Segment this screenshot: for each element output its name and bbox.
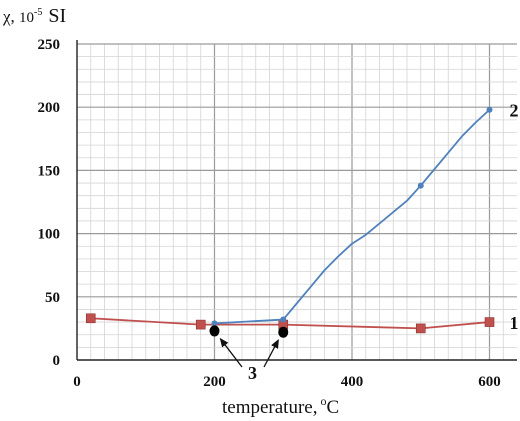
- y-tick-label: 200: [38, 100, 61, 116]
- data-point-series-1: [195, 319, 206, 330]
- y-axis-label: χ, 10-5 SI: [2, 5, 66, 27]
- data-point-series-2: [486, 106, 493, 113]
- x-axis-label: temperature, oC: [222, 394, 339, 418]
- data-point-series-2: [211, 320, 218, 327]
- annotation-label: 3: [248, 363, 257, 383]
- annotation-dot: [209, 325, 220, 337]
- annotation-layer: [209, 325, 289, 368]
- series-layer: [85, 106, 495, 334]
- series-line-2: [214, 109, 491, 325]
- series-label-2: 2: [510, 101, 519, 121]
- text-layer: 0 50 100 150 200 250 0 200 400 600 χ, 10-5 SI temper…: [2, 5, 519, 418]
- annotation-dot: [278, 326, 289, 338]
- x-tick-label: 0: [73, 374, 81, 390]
- data-point-series-1: [484, 317, 495, 327]
- data-point-series-1: [85, 313, 96, 324]
- y-tick-label: 50: [45, 290, 60, 306]
- axes: [76, 40, 517, 361]
- y-tick-label: 100: [38, 227, 61, 243]
- series-label-1: 1: [510, 313, 519, 333]
- annotation-arrow: [219, 337, 243, 368]
- x-tick-label: 600: [478, 374, 501, 390]
- data-point-series-2: [280, 316, 287, 323]
- data-point-series-1: [415, 323, 426, 334]
- data-point-series-2: [417, 182, 424, 189]
- y-tick-label: 250: [38, 37, 61, 53]
- x-tick-label: 200: [203, 374, 226, 390]
- x-tick-label: 400: [341, 374, 364, 390]
- y-tick-label: 150: [38, 163, 61, 179]
- series-line-1: [90, 317, 490, 330]
- gridlines: [77, 43, 517, 360]
- y-tick-label: 0: [53, 353, 61, 369]
- annotation-arrow: [263, 339, 279, 368]
